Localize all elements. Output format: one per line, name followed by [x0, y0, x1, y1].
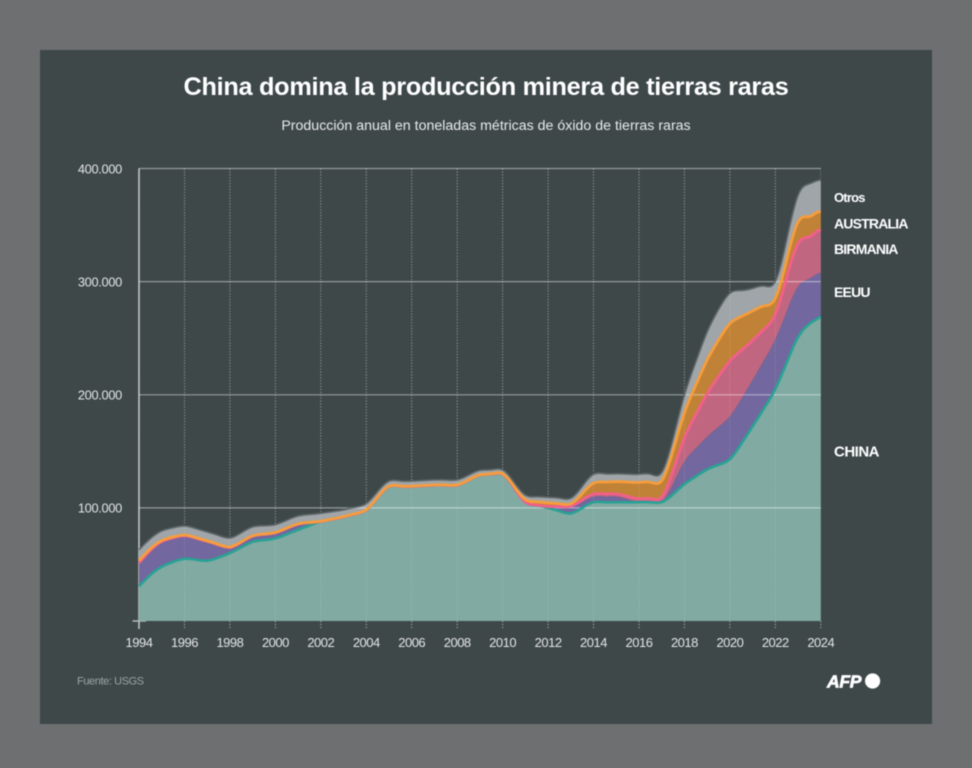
svg-text:2014: 2014	[580, 635, 607, 650]
svg-text:China domina la producción min: China domina la producción minera de tie…	[184, 73, 789, 101]
svg-text:2004: 2004	[353, 635, 380, 650]
svg-text:AFP: AFP	[826, 672, 862, 692]
svg-text:1998: 1998	[216, 635, 243, 650]
svg-text:100.000: 100.000	[78, 501, 122, 516]
svg-text:2024: 2024	[807, 635, 834, 650]
svg-text:EEUU: EEUU	[834, 284, 870, 300]
svg-text:AUSTRALIA: AUSTRALIA	[834, 216, 908, 232]
svg-text:300.000: 300.000	[78, 274, 122, 289]
svg-text:Producción anual en toneladas: Producción anual en toneladas métricas d…	[281, 118, 690, 134]
svg-text:BIRMANIA: BIRMANIA	[834, 241, 898, 257]
svg-text:2018: 2018	[671, 635, 698, 650]
svg-text:400.000: 400.000	[78, 161, 122, 176]
svg-text:Fuente: USGS: Fuente: USGS	[77, 676, 144, 688]
svg-text:1996: 1996	[171, 635, 198, 650]
svg-text:2022: 2022	[762, 635, 789, 650]
svg-text:2012: 2012	[535, 635, 562, 650]
svg-text:2008: 2008	[444, 635, 471, 650]
svg-text:2010: 2010	[489, 635, 516, 650]
svg-text:2016: 2016	[626, 635, 653, 650]
svg-text:2006: 2006	[398, 635, 425, 650]
svg-text:Otros: Otros	[834, 190, 865, 205]
svg-text:200.000: 200.000	[78, 388, 122, 403]
svg-text:2002: 2002	[307, 635, 334, 650]
svg-text:2020: 2020	[716, 635, 743, 650]
svg-text:1994: 1994	[126, 635, 153, 650]
svg-text:2000: 2000	[262, 635, 289, 650]
svg-text:CHINA: CHINA	[834, 444, 880, 461]
